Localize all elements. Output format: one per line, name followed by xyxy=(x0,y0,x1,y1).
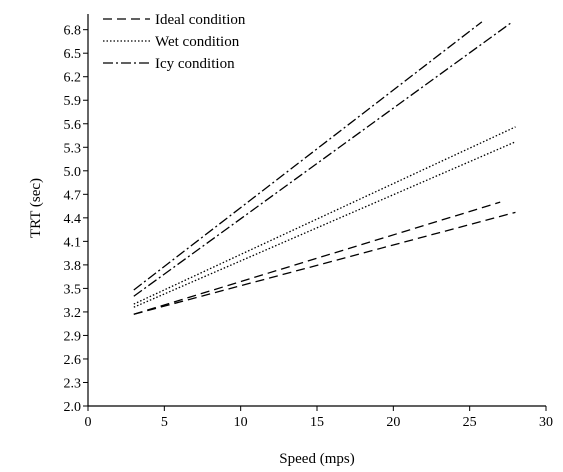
x-tick-label: 15 xyxy=(310,415,324,430)
x-tick-label: 30 xyxy=(539,415,553,430)
series-line-dashed xyxy=(133,211,516,315)
series-line-dashdot xyxy=(133,21,483,291)
y-tick-label: 2.6 xyxy=(64,353,82,368)
y-tick-label: 6.5 xyxy=(64,47,82,62)
y-tick-label: 4.1 xyxy=(64,235,82,250)
x-tick-label: 20 xyxy=(386,415,400,430)
y-tick-label: 5.3 xyxy=(64,141,82,156)
y-tick-label: 4.4 xyxy=(64,212,82,227)
y-tick-label: 3.2 xyxy=(64,306,82,321)
series-line-dotted xyxy=(133,126,516,305)
y-tick-label: 4.7 xyxy=(64,188,82,203)
y-tick-label: 5.0 xyxy=(64,165,82,180)
plot-lines xyxy=(133,21,516,315)
y-tick-label: 5.6 xyxy=(64,118,82,133)
y-tick-label: 3.5 xyxy=(64,282,82,297)
x-tick-label: 5 xyxy=(161,415,168,430)
series-line-dotted xyxy=(133,141,516,308)
y-tick-label: 2.9 xyxy=(64,329,82,344)
y-tick-label: 6.2 xyxy=(64,71,82,86)
y-tick-label: 2.3 xyxy=(64,376,82,391)
x-tick-label: 25 xyxy=(463,415,477,430)
legend-label: Ideal condition xyxy=(155,12,246,28)
axes: 0 5 10 15 20 25 30 2.0 2.3 2.6 2.9 3.2 3.5 3.8 4.1 4.4 4… xyxy=(64,14,553,430)
y-tick-label: 3.8 xyxy=(64,259,82,274)
series-line-dashdot xyxy=(133,21,513,297)
y-axis-label: TRT (sec) xyxy=(28,178,44,238)
series-line-dashed xyxy=(133,201,501,315)
legend-label: Icy condition xyxy=(155,56,235,72)
legend-label: Wet condition xyxy=(155,34,240,50)
y-tick-label: 2.0 xyxy=(64,400,82,415)
y-tick-label: 5.9 xyxy=(64,94,82,109)
x-tick-label: 10 xyxy=(234,415,248,430)
y-tick-label: 6.8 xyxy=(64,24,82,39)
x-axis-label: Speed (mps) xyxy=(279,451,354,467)
x-tick-label: 0 xyxy=(85,415,92,430)
legend: Ideal condition Wet condition Icy conditio… xyxy=(103,12,246,72)
